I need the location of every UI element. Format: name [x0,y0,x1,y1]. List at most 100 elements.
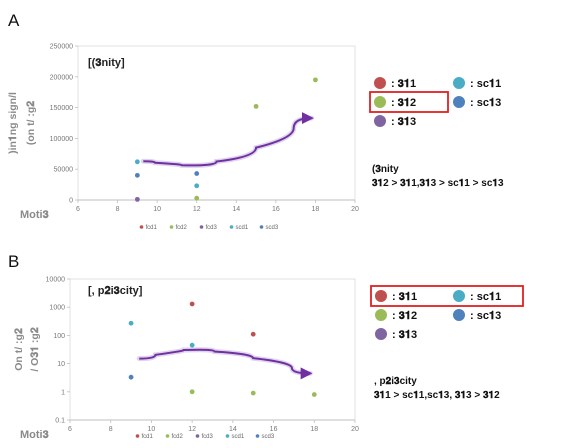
legend-label-fcd1: fcd1 [146,225,158,231]
data-point-scd1 [128,320,134,326]
data-point-scd3 [134,172,140,178]
x-tick-label: 8 [109,426,113,433]
key-highlight-box [370,285,524,307]
y-axis-label-line2: (on t/ :g𝟐 [25,101,37,145]
x-tick-label: 18 [310,426,318,433]
legend-marker-scd1 [225,434,230,438]
y-tick-label: 100000 [50,136,73,143]
y-axis-label: On t/ :g𝟐 [13,328,25,371]
legend-label-fcd2: fcd2 [176,225,188,231]
legend-label-scd1: scd1 [232,434,245,440]
key-label: : sc𝟏1 [470,291,501,303]
legend-marker-fcd3 [199,225,204,229]
data-point-fcd1 [250,331,256,337]
data-point-scd1 [134,159,140,165]
key-b: : 𝟑𝟏1: sc𝟏1: 𝟑𝟏2: sc𝟏3: 𝟑𝟏3 [370,285,524,341]
x-tick-label: 6 [68,426,72,433]
x-tick-label: 16 [272,206,280,213]
x-tick-label: 16 [270,426,278,433]
key-label: : 𝟑𝟏1 [392,291,417,303]
key-label: : 𝟑𝟏2 [391,97,416,109]
y-tick-label: 200000 [50,74,73,81]
x-tick-label: 8 [116,206,120,213]
data-point-fcd2 [311,392,317,397]
key-label: : sc𝟏3 [470,310,501,322]
key-label: : sc𝟏3 [470,97,501,109]
x-tick-label: 12 [188,426,196,433]
key-label: : sc𝟏1 [470,78,501,90]
data-point-fcd2 [250,390,256,396]
trend-curve [143,112,314,167]
legend-marker-fcd1 [135,434,140,438]
key-swatch [374,77,386,89]
legend-label-fcd1: fcd1 [142,434,154,440]
x-axis-label: Moti𝟑 [20,429,49,441]
data-point-fcd1 [189,301,195,307]
y-tick-label: 1 [61,389,65,396]
legend-label-scd3: scd3 [266,225,279,231]
legend-marker-fcd1 [139,225,144,229]
note-b-ranking: 𝟑𝟏1 > sc𝟏1,sc𝟏3, 𝟑𝟏3 > 𝟑𝟏2 [374,390,500,401]
data-point-fcd2 [189,389,195,395]
x-tick-label: 10 [153,206,161,213]
chart-title: [, p𝟐i𝟑city] [88,285,143,297]
y-tick-label: 0.1 [55,418,65,425]
y-tick-label: 0 [69,198,73,205]
legend-label-fcd3: fcd3 [206,225,218,231]
legend-label-fcd3: fcd3 [202,434,214,440]
data-point-scd3 [128,374,134,380]
legend-marker-scd1 [229,225,234,229]
key-swatch [453,77,465,89]
trend-curve [139,348,313,380]
x-tick-label: 20 [351,206,359,213]
panel-letter-b: B [8,252,19,271]
note-b-title: , p𝟐i𝟑city [374,376,417,387]
y-axis-label-line2: / O𝟑𝟏 :g𝟐 [29,327,41,372]
y-tick-label: 50000 [54,167,74,174]
key-swatch [453,96,465,108]
plot-area [77,45,356,201]
y-tick-label: 10 [57,361,65,368]
x-tick-label: 18 [312,206,320,213]
y-tick-label: 10000 [46,277,66,284]
panel-b: B 0.1 1 10 100 1000 10000 6 8 10 12 14 16 18 20 [, p𝟐i… [8,252,524,442]
data-point-fcd2 [253,103,259,109]
data-point-scd1 [194,183,200,189]
key-swatch [374,115,386,127]
data-point-scd1 [189,342,195,348]
legend-label-fcd2: fcd2 [172,434,184,440]
legend-marker-scd3 [259,225,264,229]
data-point-scd3 [194,171,200,176]
key-swatch [374,96,386,108]
y-axis-label: )in𝟏ng sign/l [7,92,19,154]
note-a-ranking: 𝟑𝟏2 > 𝟑𝟏1,𝟑𝟏3 > sc𝟏1 > sc𝟏3 [372,178,504,189]
x-tick-label: 12 [193,206,201,213]
data-point-fcd2 [194,195,200,201]
legend-label-scd1: scd1 [236,225,249,231]
key-highlight-box [369,91,449,113]
x-tick-label: 14 [229,426,237,433]
legend-label-scd3: scd3 [262,434,275,440]
chart-title: [(𝟑nity] [88,57,125,69]
legend-marker-fcd3 [195,434,200,438]
key-swatch [375,290,387,302]
key-label: : 𝟑𝟏3 [392,329,417,341]
panel-a: A 0 50000 100000 150000 200000 250000 6 8 10 12 14… [7,11,504,231]
y-tick-label: 150000 [50,105,73,112]
y-tick-label: 1000 [49,305,65,312]
trend-curve-glow [140,115,314,168]
key-label: : 𝟑𝟏3 [391,116,416,128]
legend-marker-scd3 [255,434,260,438]
key-a: : 𝟑𝟏1 : sc𝟏1 : 𝟑𝟏2 : sc𝟏3 : 𝟑𝟏3 [369,77,501,128]
key-swatch [453,290,465,302]
y-tick-label: 250000 [50,44,73,51]
key-swatch [453,309,465,321]
note-a-title: (𝟑nity [372,164,399,175]
data-point-fcd2 [313,77,318,83]
x-tick-label: 6 [76,206,80,213]
key-label: : 𝟑𝟏1 [391,78,416,90]
panel-letter-a: A [8,11,20,30]
legend-marker-fcd2 [169,225,174,229]
chart-a: 0 50000 100000 150000 200000 250000 6 8 10 12 14 16… [7,44,359,232]
chart-b: 0.1 1 10 100 1000 10000 6 8 10 12 14 16 18 20 [, p𝟐i𝟑c… [13,277,359,442]
